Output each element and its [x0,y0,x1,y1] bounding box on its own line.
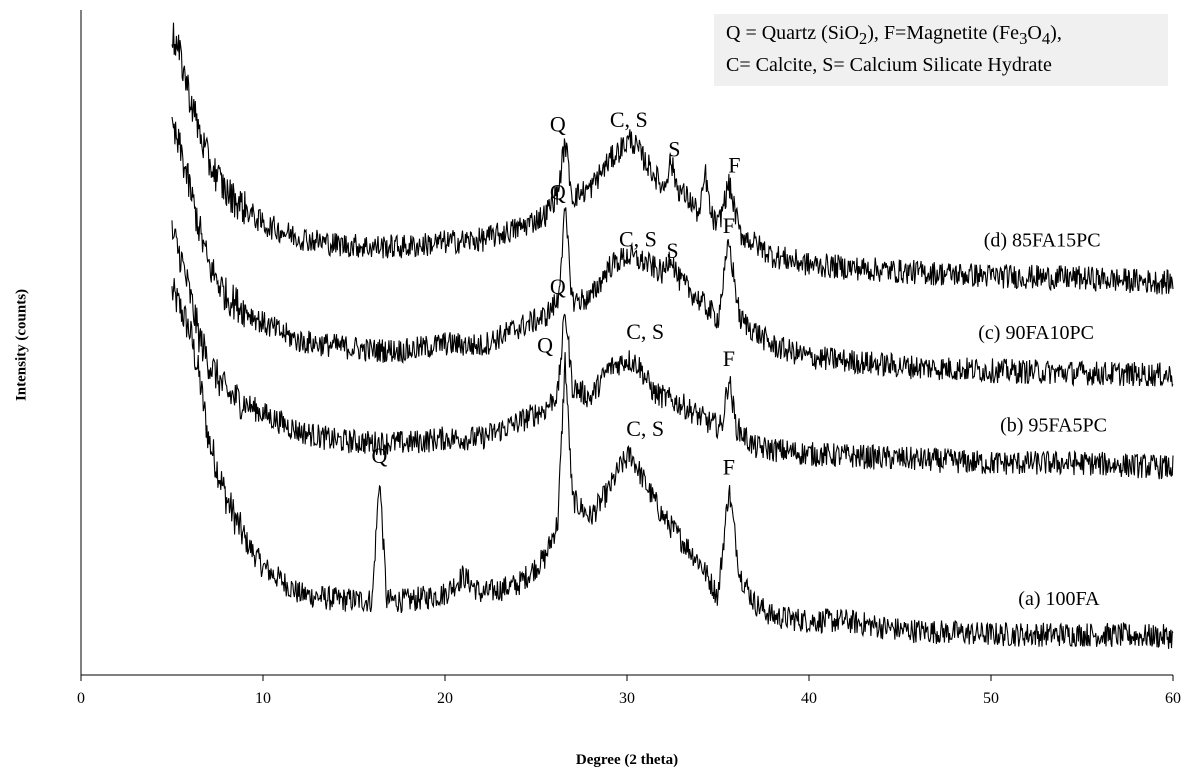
peak-annotation: S [668,137,680,162]
legend-line-2: C= Calcite, S= Calcium Silicate Hydrate [726,54,1052,76]
x-tick-label: 50 [983,690,999,707]
peak-annotation: F [728,152,740,177]
peak-annotation: C, S [619,227,657,252]
series-line-4 [171,22,1174,295]
series-line-2 [171,220,1174,480]
x-tick-label: 30 [619,690,635,707]
legend-box: Q = Quartz (SiO2), F=Magnetite (Fe3O4), … [714,14,1168,86]
peak-annotation: S [666,238,678,263]
peak-annotation: F [723,346,735,371]
series-label: (b) 95FA5PC [1000,415,1107,437]
peak-annotation: C, S [626,319,664,344]
peak-annotation: Q [550,274,566,299]
x-tick-label: 40 [801,690,817,707]
series-layer [171,22,1174,649]
peak-annotation: C, S [610,107,648,132]
legend-line-1-pre: Q = Quartz (SiO [726,22,859,44]
peak-annotation: F [723,454,735,479]
series-label: (d) 85FA15PC [984,230,1101,252]
peak-annotation: C, S [626,416,664,441]
x-tick-label: 0 [77,690,85,707]
axes-layer: 0 10 20 30 40 50 60 [77,10,1181,707]
legend-sub-2: 3 [1019,29,1028,48]
peak-annotation: Q [537,333,553,358]
series-line-3 [171,116,1174,388]
legend-line-1-mid2: O [1027,22,1042,44]
legend-line-1-post: ), [1050,22,1062,44]
legend-line-1: Q = Quartz (SiO2), F=Magnetite (Fe3O4), [726,22,1062,49]
series-label: (a) 100FA [1018,588,1100,610]
series-line-1 [171,278,1174,649]
x-tick-label: 60 [1165,690,1181,707]
legend-sub-3: 4 [1041,29,1051,48]
legend-sub-1: 2 [858,29,868,48]
legend-line-1-mid: ), F=Magnetite (Fe [867,22,1020,44]
label-layer: (a) 100FA (b) 95FA5PC (c) 90FA10PC (d) 85FA… [372,107,1107,610]
peak-annotation: Q [372,443,388,468]
peak-annotation: Q [550,179,566,204]
x-tick-label: 20 [437,690,453,707]
y-axis-label: Intensity (counts) [13,288,30,402]
peak-annotation: Q [550,112,566,137]
x-axis-label: Degree (2 theta) [575,752,679,768]
peak-annotation: F [723,213,735,238]
series-label: (c) 90FA10PC [978,322,1094,344]
x-tick-label: 10 [255,690,271,707]
